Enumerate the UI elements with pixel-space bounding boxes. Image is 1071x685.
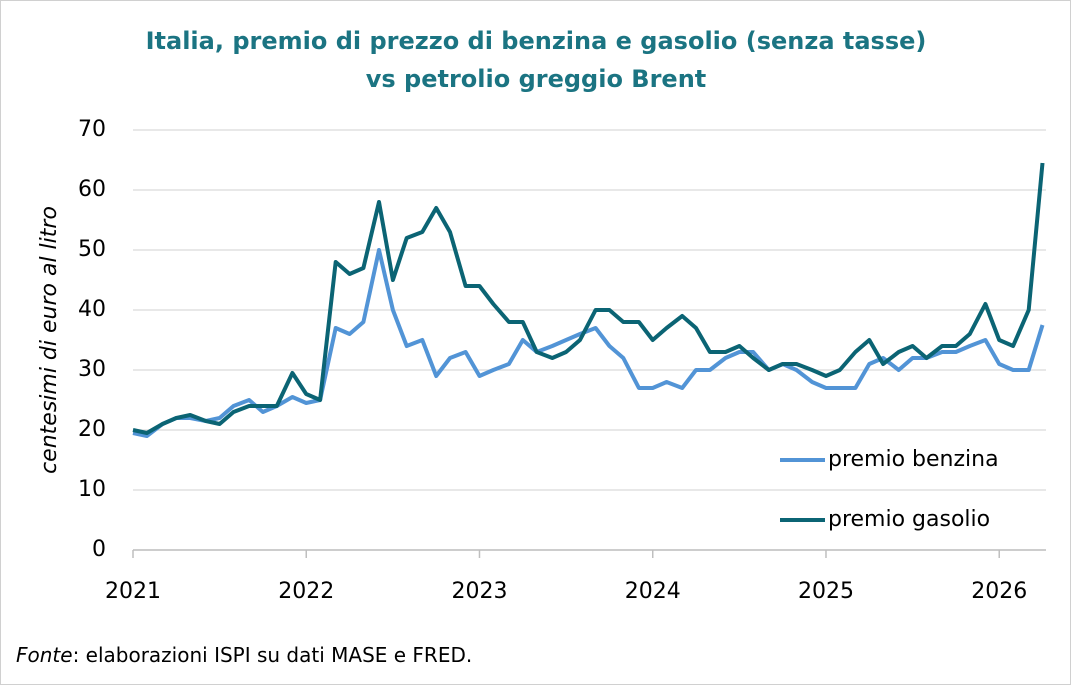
series-line — [132, 248, 1045, 438]
x-tick-label: 2024 — [625, 579, 681, 604]
x-tick-label: 2025 — [798, 579, 854, 604]
chart-title: vs petrolio greggio Brent — [366, 65, 707, 93]
y-tick-label: 10 — [78, 477, 106, 502]
source: Fonte: elaborazioni ISPI su dati MASE e … — [16, 643, 472, 667]
y-tick-label: 30 — [78, 357, 106, 382]
chart-title: Italia, premio di prezzo di benzina e ga… — [146, 27, 927, 55]
source-text: : elaborazioni ISPI su dati MASE e FRED. — [73, 643, 473, 667]
x-tick-label: 2021 — [105, 579, 161, 604]
x-tick-label: 2026 — [971, 579, 1027, 604]
y-tick-label: 50 — [78, 237, 106, 262]
y-tick-label: 20 — [78, 417, 106, 442]
source-label: Fonte — [16, 643, 73, 667]
y-axis-label: centesimi di euro al litro — [37, 206, 62, 474]
series-line — [132, 162, 1045, 435]
y-tick-label: 70 — [78, 117, 106, 142]
legend-label: premio benzina — [828, 447, 999, 472]
y-tick-label: 0 — [92, 537, 106, 562]
legend-label: premio gasolio — [828, 507, 990, 532]
y-tick-label: 60 — [78, 177, 106, 202]
x-tick-label: 2023 — [451, 579, 507, 604]
y-tick-label: 40 — [78, 297, 106, 322]
x-tick-label: 2022 — [278, 579, 334, 604]
